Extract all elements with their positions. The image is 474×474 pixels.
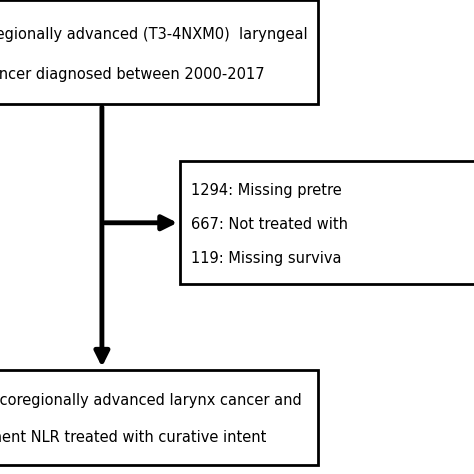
Text: a locoregionally advanced larynx cancer and: a locoregionally advanced larynx cancer … xyxy=(0,393,301,408)
Text: 1294: Missing pretre: 1294: Missing pretre xyxy=(191,183,341,198)
Text: coregionally advanced (T3-4NXM0)  laryngeal: coregionally advanced (T3-4NXM0) larynge… xyxy=(0,27,307,42)
FancyBboxPatch shape xyxy=(0,370,318,465)
Text: 667: Not treated with: 667: Not treated with xyxy=(191,217,347,232)
Text: l cancer diagnosed between 2000-2017: l cancer diagnosed between 2000-2017 xyxy=(0,67,264,82)
FancyBboxPatch shape xyxy=(180,161,474,284)
Text: 119: Missing surviva: 119: Missing surviva xyxy=(191,251,341,266)
Text: atment NLR treated with curative intent: atment NLR treated with curative intent xyxy=(0,429,266,445)
FancyBboxPatch shape xyxy=(0,0,318,104)
